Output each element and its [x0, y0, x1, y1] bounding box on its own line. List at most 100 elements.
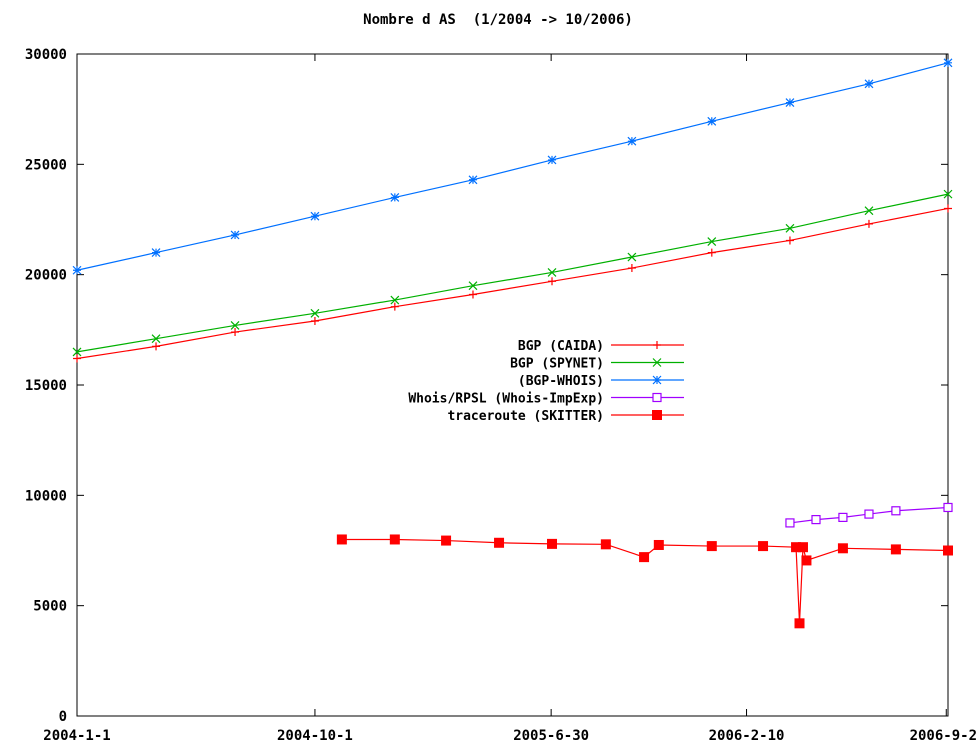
data-point: [627, 252, 637, 262]
marker: [653, 539, 664, 550]
data-point: [389, 534, 400, 545]
data-point: [441, 535, 452, 546]
data-point: [230, 230, 240, 240]
marker: [73, 354, 81, 363]
marker: [441, 535, 452, 546]
marker: [653, 341, 661, 349]
marker: [72, 265, 82, 275]
legend-item: Whois/RPSL (Whois-ImpExp): [408, 392, 684, 407]
data-point: [864, 79, 874, 89]
marker: [791, 542, 802, 553]
data-point: [547, 155, 557, 165]
data-point: [73, 354, 81, 363]
data-point: [547, 268, 557, 277]
marker: [943, 545, 953, 556]
data-point: [707, 237, 717, 246]
data-point: [943, 502, 953, 513]
series-line: [341, 538, 949, 624]
data-point: [494, 537, 505, 548]
data-point: [600, 539, 611, 550]
x-tick-label: 2006-2-10: [709, 728, 785, 744]
data-point: [801, 555, 812, 566]
data-point: [797, 542, 808, 553]
data-point: [864, 219, 873, 228]
series-line: [76, 62, 949, 271]
plot-frame: [76, 53, 949, 717]
data-point: [639, 552, 650, 563]
marker: [785, 518, 795, 528]
data-point: [548, 277, 557, 286]
marker: [785, 236, 794, 245]
data-point: [652, 410, 662, 420]
data-point: [310, 308, 320, 318]
marker: [627, 136, 637, 146]
marker: [547, 155, 557, 165]
series-line: [76, 207, 949, 360]
legend-item: BGP (CAIDA): [518, 339, 684, 354]
series-2: [72, 189, 953, 357]
legend-label: BGP (CAIDA): [518, 339, 604, 354]
legend-label: traceroute (SKITTER): [447, 409, 604, 424]
data-point: [653, 539, 664, 550]
marker: [890, 544, 901, 555]
marker: [811, 515, 821, 525]
legend: BGP (CAIDA) BGP (SPYNET) (BGP-WHOIS) Whois/…: [408, 339, 684, 424]
data-point: [794, 618, 805, 629]
data-point: [72, 265, 82, 275]
data-point: [707, 248, 716, 257]
series-1: [73, 204, 952, 363]
data-point: [791, 542, 802, 553]
marker: [310, 308, 320, 318]
y-tick-label: 15000: [25, 378, 67, 394]
data-point: [864, 509, 874, 519]
legend-item: (BGP-WHOIS): [518, 374, 684, 389]
data-point: [468, 290, 477, 299]
marker: [794, 618, 805, 629]
marker: [801, 555, 812, 566]
legend-item: BGP (SPYNET): [510, 357, 684, 372]
data-point: [943, 189, 953, 199]
data-point: [390, 302, 399, 311]
data-point: [547, 538, 558, 549]
marker: [652, 392, 662, 403]
y-tick-label: 0: [59, 709, 67, 725]
data-point: [152, 342, 161, 351]
chart-title: Nombre d AS (1/2004 -> 10/2006): [363, 12, 633, 28]
marker: [706, 541, 717, 552]
data-point: [653, 341, 661, 349]
marker: [652, 375, 662, 385]
data-point: [310, 211, 320, 221]
data-point: [891, 506, 901, 516]
marker: [785, 98, 795, 107]
marker: [390, 302, 399, 311]
marker: [390, 193, 400, 202]
legend-label: Whois/RPSL (Whois-ImpExp): [408, 392, 604, 407]
marker: [230, 230, 240, 240]
marker: [864, 206, 874, 216]
marker: [152, 342, 161, 351]
data-point: [151, 334, 161, 344]
marker: [797, 542, 808, 553]
axes: 0 5000 10000 15000 20000 25000 30000 2004-1-1 20…: [25, 47, 977, 744]
marker: [864, 509, 874, 519]
marker: [652, 410, 662, 420]
series-4: [785, 502, 953, 528]
data-point: [310, 317, 319, 326]
marker: [600, 539, 611, 550]
marker: [944, 204, 952, 213]
marker: [151, 334, 161, 344]
legend-label: (BGP-WHOIS): [518, 374, 604, 389]
marker: [707, 248, 716, 257]
marker: [389, 534, 400, 545]
legend-label: BGP (SPYNET): [510, 357, 604, 372]
x-tick-label: 2004-1-1: [43, 728, 110, 744]
data-point: [943, 545, 953, 556]
marker: [151, 248, 161, 258]
marker: [864, 79, 874, 89]
series-line: [76, 193, 949, 353]
data-point: [943, 58, 953, 68]
series-layer: [72, 58, 953, 629]
data-point: [151, 248, 161, 258]
marker: [310, 211, 320, 221]
